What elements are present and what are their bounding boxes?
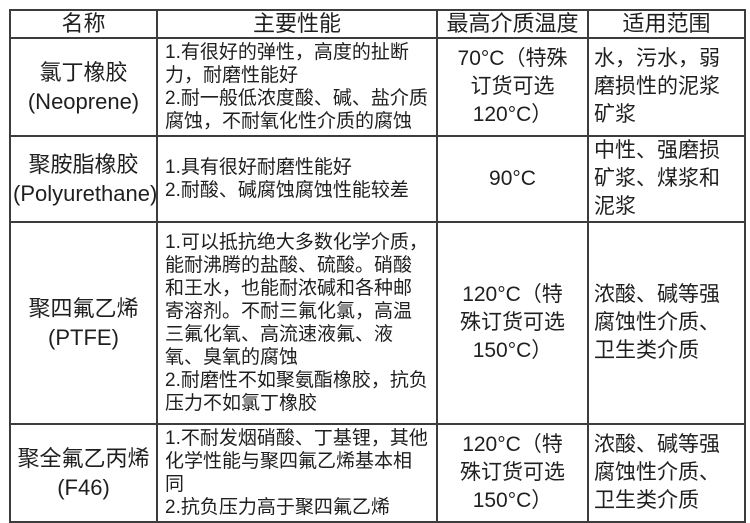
max-temp-cell: 120°C（特殊订货可选150°C） — [436, 423, 589, 523]
performance-cell: 1.不耐发烟硝酸、丁基锂，其他化学性能与聚四氟乙烯基本相同 2.抗负压力高于聚四… — [156, 423, 438, 523]
performance-item: 1.不耐发烟硝酸、丁基锂，其他化学性能与聚四氟乙烯基本相同 — [165, 428, 428, 495]
performance-cell: 1.具有很好耐磨性能好 2.耐酸、碱腐蚀腐蚀性能较差 — [156, 135, 438, 223]
performance-item: 2.耐酸、碱腐蚀腐蚀性能较差 — [165, 180, 409, 201]
table-row: 聚全氟乙丙烯 (F46) 1.不耐发烟硝酸、丁基锂，其他化学性能与聚四氟乙烯基本… — [9, 423, 746, 523]
max-temp-cell: 120°C（特殊订货可选150°C） — [436, 221, 589, 425]
lining-material-table: 名称 主要性能 最高介质温度 适用范围 氯丁橡胶 (Neoprene) 1.有很… — [9, 9, 746, 523]
material-name-en: (Polyurethane) — [13, 181, 157, 206]
applicable-range-cell: 浓酸、碱等强腐蚀性介质、卫生类介质 — [587, 423, 746, 523]
material-name-cn: 氯丁橡胶 — [39, 60, 128, 85]
material-name-cell: 聚胺脂橡胶 (Polyurethane) — [9, 135, 158, 223]
material-name-cn: 聚四氟乙烯 — [28, 296, 139, 321]
material-name-en: (F46) — [57, 475, 110, 500]
max-temp-cell: 90°C — [436, 135, 589, 223]
header-name: 名称 — [9, 9, 158, 39]
performance-cell: 1.有很好的弹性，高度的扯断力，耐磨性能好 2.耐一般低浓度酸、碱、盐介质腐蚀，… — [156, 37, 438, 137]
material-name-cell: 氯丁橡胶 (Neoprene) — [9, 37, 158, 137]
applicable-range-cell: 中性、强磨损矿浆、煤浆和泥浆 — [587, 135, 746, 223]
performance-item: 2.抗负压力高于聚四氟乙烯 — [165, 497, 390, 518]
header-max-temp: 最高介质温度 — [436, 9, 589, 39]
applicable-range-cell: 浓酸、碱等强腐蚀性介质、卫生类介质 — [587, 221, 746, 425]
applicable-range-cell: 水，污水，弱磨损性的泥浆矿浆 — [587, 37, 746, 137]
performance-item: 1.可以抵抗绝大多数化学介质，能耐沸腾的盐酸、硫酸。硝酸和王水，也能耐浓碱和各种… — [165, 232, 428, 368]
table-row: 氯丁橡胶 (Neoprene) 1.有很好的弹性，高度的扯断力，耐磨性能好 2.… — [9, 37, 746, 137]
performance-item: 2.耐磨性不如聚氨酯橡胶，抗负压力不如氯丁橡胶 — [165, 370, 428, 414]
performance-item: 1.有很好的弹性，高度的扯断力，耐磨性能好 — [165, 42, 409, 86]
material-name-en: (Neoprene) — [27, 89, 140, 114]
max-temp-cell: 70°C（特殊订货可选120°C） — [436, 37, 589, 137]
header-performance: 主要性能 — [156, 9, 438, 39]
material-name-cell: 聚全氟乙丙烯 (F46) — [9, 423, 158, 523]
performance-cell: 1.可以抵抗绝大多数化学介质，能耐沸腾的盐酸、硫酸。硝酸和王水，也能耐浓碱和各种… — [156, 221, 438, 425]
material-name-en: (PTFE) — [48, 325, 119, 350]
material-name-cn: 聚全氟乙丙烯 — [17, 446, 150, 471]
header-row: 名称 主要性能 最高介质温度 适用范围 — [9, 9, 746, 39]
header-applicable-range: 适用范围 — [587, 9, 746, 39]
table-row: 聚胺脂橡胶 (Polyurethane) 1.具有很好耐磨性能好 2.耐酸、碱腐… — [9, 135, 746, 223]
material-name-cell: 聚四氟乙烯 (PTFE) — [9, 221, 158, 425]
performance-item: 1.具有很好耐磨性能好 — [165, 157, 352, 178]
table-row: 聚四氟乙烯 (PTFE) 1.可以抵抗绝大多数化学介质，能耐沸腾的盐酸、硫酸。硝… — [9, 221, 746, 425]
performance-item: 2.耐一般低浓度酸、碱、盐介质腐蚀，不耐氧化性介质的腐蚀 — [165, 88, 428, 132]
material-name-cn: 聚胺脂橡胶 — [28, 152, 139, 177]
